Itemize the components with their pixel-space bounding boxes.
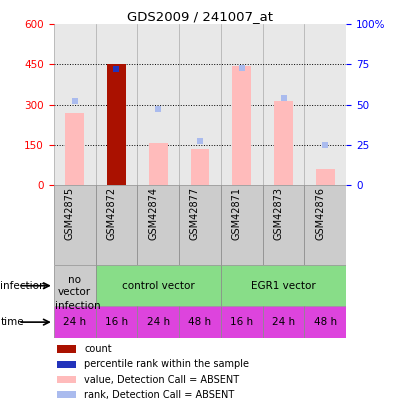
Bar xyxy=(54,185,96,265)
Text: rank, Detection Call = ABSENT: rank, Detection Call = ABSENT xyxy=(84,390,235,400)
Text: time: time xyxy=(0,317,24,327)
Text: EGR1 vector: EGR1 vector xyxy=(251,281,316,291)
Text: 48 h: 48 h xyxy=(314,317,337,327)
Bar xyxy=(96,306,137,338)
Text: GSM42873: GSM42873 xyxy=(273,187,283,240)
Text: 24 h: 24 h xyxy=(272,317,295,327)
Bar xyxy=(179,24,221,185)
Bar xyxy=(57,345,76,353)
Bar xyxy=(54,24,96,185)
Point xyxy=(322,141,328,148)
Bar xyxy=(263,24,304,185)
Bar xyxy=(263,306,304,338)
Bar xyxy=(191,149,209,185)
Text: percentile rank within the sample: percentile rank within the sample xyxy=(84,359,250,369)
Bar xyxy=(274,100,293,185)
Bar xyxy=(137,185,179,265)
Text: 16 h: 16 h xyxy=(105,317,128,327)
Bar xyxy=(65,113,84,185)
Bar xyxy=(96,185,137,265)
Bar xyxy=(137,306,179,338)
Bar xyxy=(57,376,76,383)
Bar xyxy=(137,24,179,185)
Bar xyxy=(96,265,221,306)
Point xyxy=(72,98,78,104)
Bar xyxy=(232,66,251,185)
Bar xyxy=(107,64,126,185)
Text: GSM42877: GSM42877 xyxy=(190,187,200,240)
Bar xyxy=(304,24,346,185)
Bar xyxy=(263,185,304,265)
Point xyxy=(280,95,287,101)
Text: GSM42874: GSM42874 xyxy=(148,187,158,240)
Bar xyxy=(304,185,346,265)
Text: GSM42872: GSM42872 xyxy=(106,187,116,240)
Text: GSM42871: GSM42871 xyxy=(232,187,242,240)
Point xyxy=(155,106,162,113)
Bar xyxy=(54,265,96,306)
Text: value, Detection Call = ABSENT: value, Detection Call = ABSENT xyxy=(84,375,240,384)
Bar xyxy=(221,185,263,265)
Text: 24 h: 24 h xyxy=(146,317,170,327)
Text: 48 h: 48 h xyxy=(188,317,212,327)
Point xyxy=(113,66,119,72)
Text: GSM42876: GSM42876 xyxy=(315,187,325,240)
Bar xyxy=(179,185,221,265)
Point xyxy=(197,138,203,145)
Bar xyxy=(57,360,76,368)
Bar xyxy=(179,306,221,338)
Bar xyxy=(57,391,76,399)
Bar xyxy=(149,143,168,185)
Bar xyxy=(221,265,346,306)
Text: no
vector: no vector xyxy=(58,275,91,296)
Bar xyxy=(221,24,263,185)
Text: infection: infection xyxy=(55,301,101,311)
Title: GDS2009 / 241007_at: GDS2009 / 241007_at xyxy=(127,10,273,23)
Text: infection: infection xyxy=(0,281,46,291)
Text: GSM42875: GSM42875 xyxy=(64,187,75,240)
Text: control vector: control vector xyxy=(122,281,195,291)
Bar xyxy=(54,306,96,338)
Bar xyxy=(221,306,263,338)
Bar xyxy=(96,24,137,185)
Point xyxy=(238,64,245,71)
Text: 16 h: 16 h xyxy=(230,317,254,327)
Text: 24 h: 24 h xyxy=(63,317,86,327)
Text: count: count xyxy=(84,344,112,354)
Bar xyxy=(304,306,346,338)
Bar xyxy=(316,169,335,185)
